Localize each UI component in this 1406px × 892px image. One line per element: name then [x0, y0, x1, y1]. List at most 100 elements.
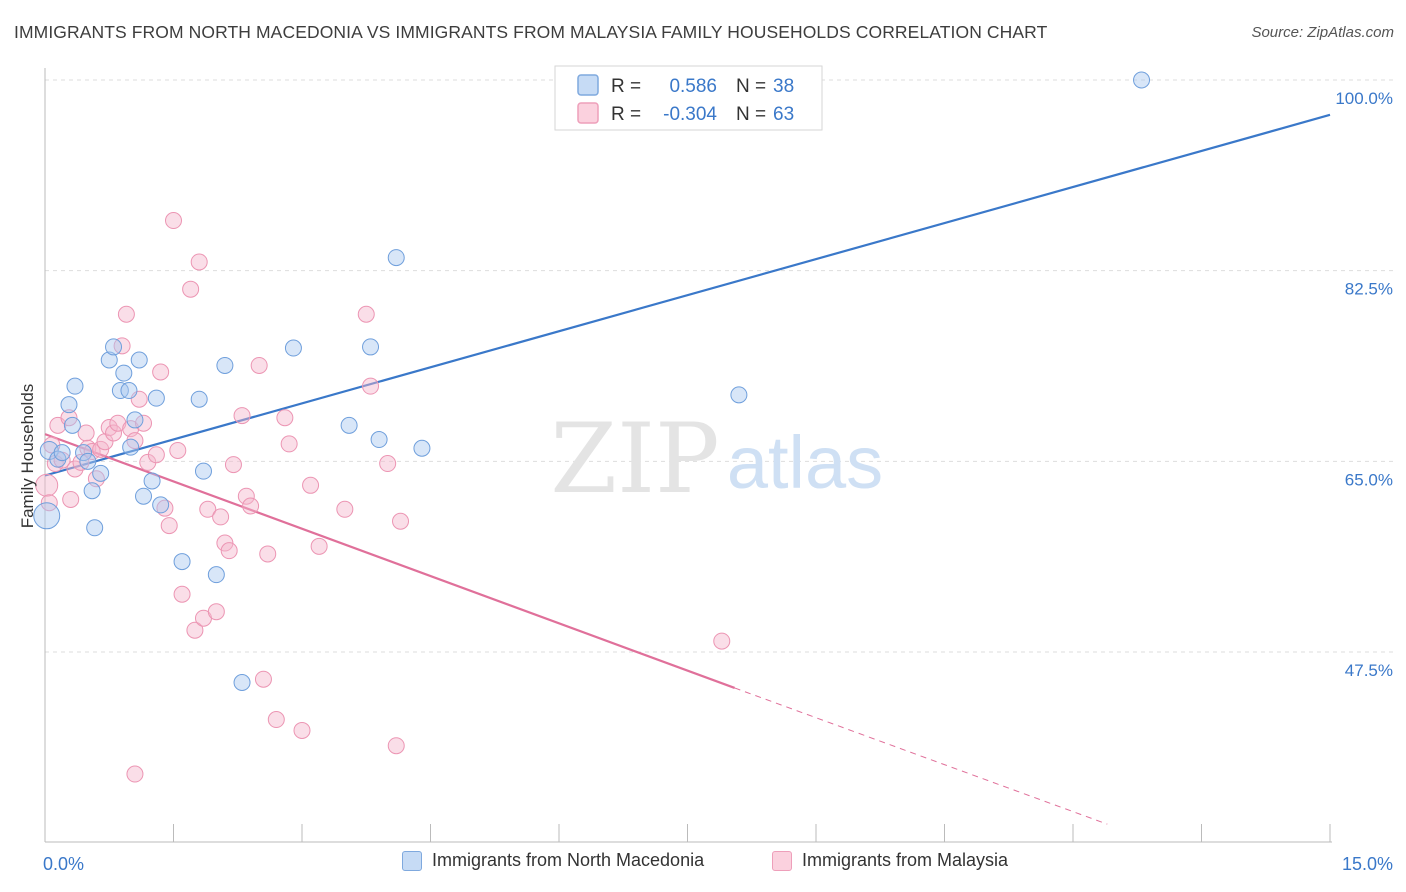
- point-malaysia: [35, 473, 59, 497]
- x-tick-label: 0.0%: [43, 854, 84, 874]
- point-north-macedonia: [370, 431, 388, 449]
- point-malaysia: [276, 409, 294, 427]
- legend-swatch-blue: [402, 850, 422, 871]
- stats-legend-swatch: [577, 74, 599, 96]
- stats-n-value: 38: [773, 76, 794, 97]
- point-north-macedonia: [79, 452, 97, 470]
- legend-item-north-macedonia: Immigrants from North Macedonia: [402, 850, 704, 871]
- series-legend: Immigrants from North Macedonia Immigran…: [0, 850, 1406, 880]
- point-malaysia: [62, 490, 80, 508]
- axes: [44, 68, 1332, 843]
- point-malaysia: [109, 414, 127, 432]
- point-north-macedonia: [284, 339, 302, 357]
- point-north-macedonia: [105, 338, 123, 356]
- legend-swatch-pink: [772, 850, 792, 871]
- point-north-macedonia: [92, 464, 110, 482]
- point-north-macedonia: [207, 566, 225, 584]
- chart-title: IMMIGRANTS FROM NORTH MACEDONIA VS IMMIG…: [14, 22, 1048, 42]
- point-malaysia: [310, 537, 328, 555]
- trend-line-malaysia-extension: [734, 687, 1108, 825]
- point-north-macedonia: [66, 377, 84, 395]
- point-malaysia: [207, 603, 225, 621]
- stats-r-label: R =: [611, 76, 641, 97]
- point-malaysia: [362, 377, 380, 395]
- point-north-macedonia: [387, 249, 405, 267]
- point-malaysia: [199, 500, 217, 518]
- point-north-macedonia: [120, 382, 138, 400]
- point-malaysia: [152, 363, 170, 381]
- point-north-macedonia: [147, 389, 165, 407]
- watermark: ZIP atlas: [550, 403, 883, 515]
- point-malaysia: [293, 721, 311, 739]
- y-tick-label: 82.5%: [1345, 280, 1393, 299]
- point-malaysia: [66, 460, 84, 478]
- point-malaysia: [713, 632, 731, 650]
- point-malaysia: [387, 737, 405, 755]
- point-north-macedonia: [100, 351, 118, 369]
- watermark-zip: ZIP: [550, 403, 719, 515]
- grid-lines: [45, 79, 1395, 653]
- stats-r-value: 0.586: [669, 76, 717, 97]
- point-malaysia: [113, 337, 131, 355]
- point-malaysia: [173, 585, 191, 603]
- point-north-macedonia: [126, 411, 144, 429]
- point-north-macedonia: [39, 440, 59, 460]
- point-malaysia: [72, 453, 90, 471]
- stats-n-label: N =: [736, 76, 766, 97]
- point-malaysia: [233, 407, 251, 425]
- point-malaysia: [190, 253, 208, 271]
- y-tick-label: 65.0%: [1345, 470, 1393, 489]
- point-malaysia: [220, 542, 238, 560]
- point-north-macedonia: [730, 386, 748, 404]
- legend-item-malaysia: Immigrants from Malaysia: [772, 850, 1008, 871]
- point-north-macedonia: [190, 390, 208, 408]
- y-axis-title: Family Households: [18, 383, 37, 529]
- trend-lines: [44, 113, 1331, 825]
- point-north-macedonia: [340, 416, 358, 434]
- point-north-macedonia: [122, 438, 140, 456]
- point-malaysia: [182, 280, 200, 298]
- point-malaysia: [242, 497, 260, 515]
- trend-line-north-macedonia: [44, 113, 1331, 477]
- point-malaysia: [267, 711, 285, 729]
- source-credit: Source: ZipAtlas.com: [1251, 24, 1394, 41]
- trend-line-malaysia: [44, 433, 735, 689]
- point-north-macedonia: [194, 462, 212, 480]
- stats-n-label: N =: [736, 104, 766, 125]
- point-malaysia: [169, 441, 187, 459]
- point-malaysia: [280, 435, 298, 453]
- point-north-macedonia: [53, 444, 71, 462]
- stats-r-value: -0.304: [663, 104, 717, 125]
- point-malaysia: [392, 512, 410, 530]
- point-malaysia: [302, 476, 320, 494]
- point-malaysia: [135, 414, 153, 432]
- point-malaysia: [336, 500, 354, 518]
- point-north-macedonia: [83, 482, 101, 500]
- point-north-macedonia: [135, 487, 153, 505]
- point-malaysia: [165, 212, 182, 230]
- point-malaysia: [237, 487, 255, 505]
- point-malaysia: [147, 446, 165, 464]
- point-north-macedonia: [130, 351, 148, 369]
- point-north-macedonia: [86, 519, 104, 537]
- stats-n-value: 63: [773, 104, 794, 125]
- point-north-macedonia: [362, 338, 380, 356]
- point-north-macedonia: [413, 439, 431, 457]
- y-tick-label: 100.0%: [1335, 89, 1393, 108]
- point-malaysia: [160, 517, 178, 535]
- point-north-macedonia: [63, 416, 81, 434]
- point-north-macedonia: [1133, 71, 1151, 89]
- point-malaysia: [250, 356, 268, 374]
- point-malaysia: [254, 670, 272, 688]
- point-malaysia: [379, 455, 397, 473]
- legend-label-malaysia: Immigrants from Malaysia: [802, 850, 1009, 870]
- stats-legend-box: [554, 65, 823, 131]
- point-malaysia: [126, 765, 144, 783]
- legend-label-north-macedonia: Immigrants from North Macedonia: [432, 850, 705, 870]
- point-north-macedonia: [233, 674, 251, 692]
- point-north-macedonia: [111, 382, 129, 400]
- point-malaysia: [117, 305, 135, 323]
- stats-legend-swatch: [577, 102, 599, 124]
- point-north-macedonia: [143, 472, 161, 490]
